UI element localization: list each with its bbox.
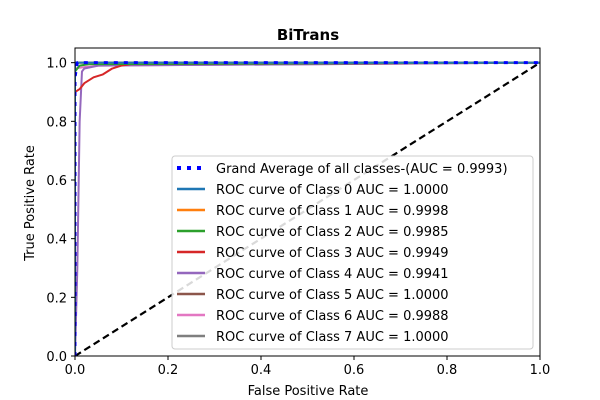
legend-entry-4: ROC curve of Class 3 AUC = 0.9949 — [216, 246, 449, 261]
legend-entry-5: ROC curve of Class 4 AUC = 0.9941 — [216, 267, 449, 282]
y-axis-label: True Positive Rate — [23, 145, 38, 262]
series-line-5 — [75, 61, 540, 356]
legend-box — [171, 155, 534, 350]
y-tick-label: 0.8 — [46, 115, 67, 130]
plot-area: 0.0 0.2 0.4 0.6 0.8 1.0 0.0 0.2 0.4 0.6 0.8 1.0 — [46, 47, 551, 378]
legend-entry-7: ROC curve of Class 6 AUC = 0.9988 — [216, 309, 449, 324]
axes-frame — [74, 47, 541, 357]
y-tick-label: 0.4 — [46, 233, 67, 248]
y-tick-label: 0.0 — [46, 350, 67, 365]
curves-group — [75, 61, 540, 356]
chart-title: BiTrans — [277, 26, 339, 44]
reference-diagonal-line — [75, 61, 540, 356]
x-tick-label: 0.6 — [344, 363, 365, 378]
legend-entry-8: ROC curve of Class 7 AUC = 1.0000 — [216, 330, 449, 345]
y-tick-label: 1.0 — [46, 57, 67, 72]
x-tick-label: 0.4 — [251, 363, 272, 378]
y-tick-label: 0.6 — [46, 174, 67, 189]
legend-entry-2: ROC curve of Class 1 AUC = 0.9998 — [216, 204, 449, 219]
legend-entry-1: ROC curve of Class 0 AUC = 1.0000 — [216, 183, 449, 198]
legend-entry-3: ROC curve of Class 2 AUC = 0.9985 — [216, 225, 449, 240]
legend: Grand Average of all classes-(AUC = 0.99… — [171, 155, 534, 350]
y-tick-label: 0.2 — [46, 291, 67, 306]
x-axis-label: False Positive Rate — [248, 384, 369, 399]
x-tick-label: 0.2 — [158, 363, 179, 378]
x-tick-label: 0.0 — [65, 363, 86, 378]
legend-entry-6: ROC curve of Class 5 AUC = 1.0000 — [216, 288, 449, 303]
x-tick-label: 0.8 — [437, 363, 458, 378]
legend-entry-0: Grand Average of all classes-(AUC = 0.99… — [216, 162, 508, 177]
x-tick-label: 1.0 — [530, 363, 551, 378]
